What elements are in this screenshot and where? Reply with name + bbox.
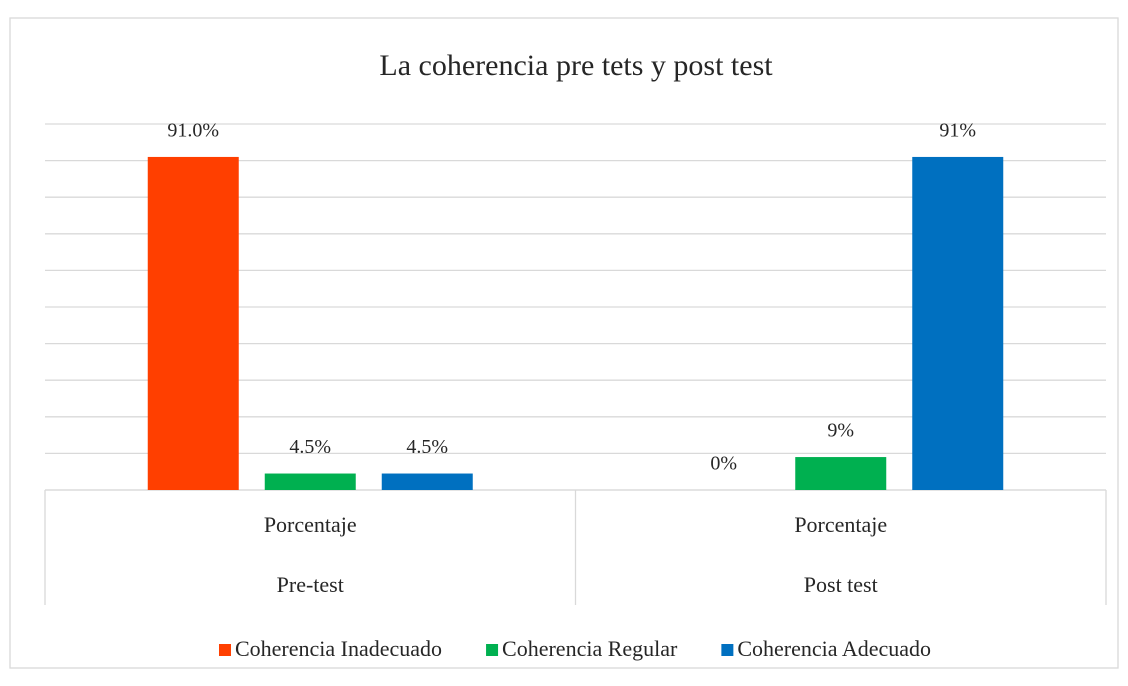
data-label: 4.5% bbox=[406, 436, 448, 458]
bar bbox=[264, 473, 356, 490]
x-tick-label: Porcentaje bbox=[794, 512, 887, 537]
data-label: 91% bbox=[939, 120, 976, 142]
bar bbox=[912, 156, 1004, 490]
legend-label: Coherencia Adecuado bbox=[737, 636, 931, 661]
legend-swatch bbox=[218, 644, 231, 656]
chart-title: La coherencia pre tets y post test bbox=[379, 49, 773, 82]
bar bbox=[795, 457, 887, 490]
x-tick-label: Post test bbox=[804, 572, 878, 597]
x-tick-label: Porcentaje bbox=[264, 512, 357, 537]
x-tick-label: Pre-test bbox=[277, 572, 344, 597]
data-label: 91.0% bbox=[167, 120, 219, 142]
data-label: 0% bbox=[710, 453, 737, 475]
data-label: 4.5% bbox=[289, 436, 331, 458]
legend-label: Coherencia Regular bbox=[502, 636, 678, 661]
bar bbox=[381, 473, 473, 490]
legend-swatch bbox=[721, 644, 734, 656]
legend-label: Coherencia Inadecuado bbox=[235, 636, 442, 661]
data-label: 9% bbox=[827, 420, 854, 442]
bar bbox=[147, 156, 239, 490]
legend-swatch bbox=[486, 644, 499, 656]
